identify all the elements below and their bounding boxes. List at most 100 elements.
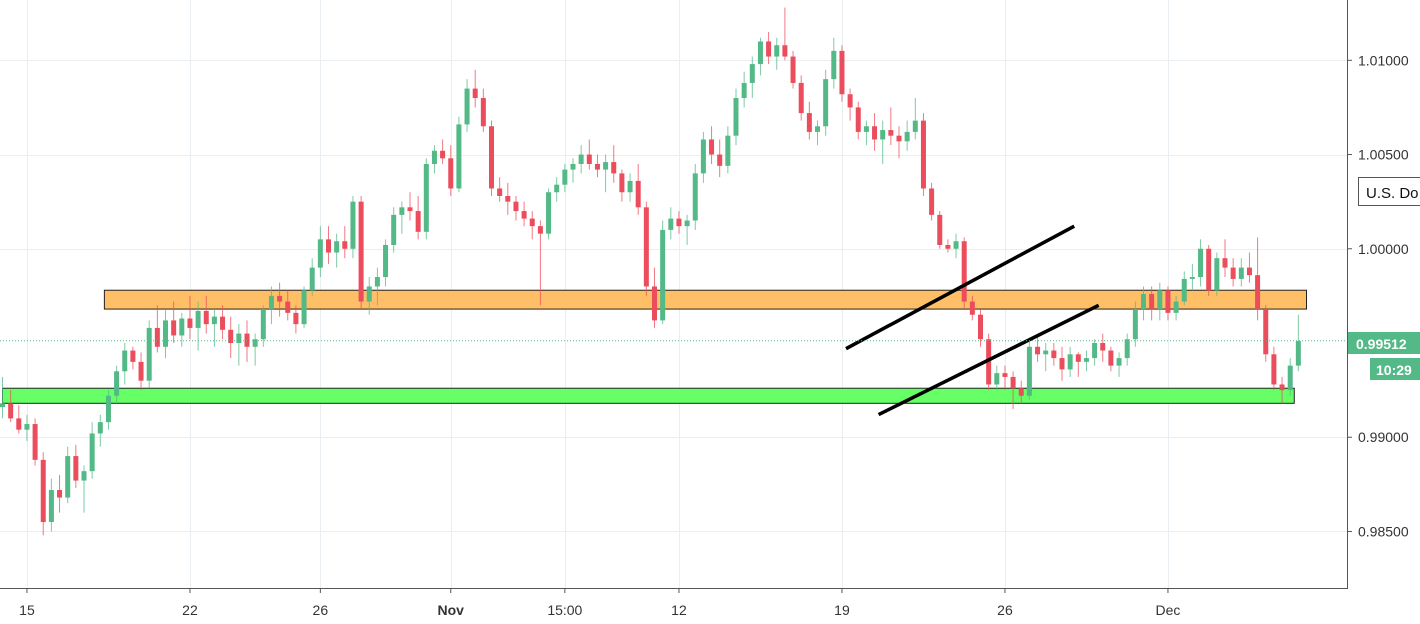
candle	[285, 290, 291, 321]
time-tick-label: 19	[834, 602, 850, 618]
candle	[32, 418, 38, 466]
candle	[1206, 245, 1212, 296]
candle	[725, 126, 731, 174]
candle-body	[537, 226, 543, 234]
candle	[171, 301, 177, 343]
candle	[252, 333, 258, 366]
candle-body	[293, 312, 299, 325]
candle-body	[521, 211, 527, 219]
zone-support	[2, 387, 1295, 404]
candle	[423, 158, 429, 240]
channel-line	[845, 224, 1076, 351]
candle	[815, 120, 820, 146]
candle-body	[374, 277, 380, 287]
candle	[399, 201, 405, 234]
time-tick-label: 26	[997, 602, 1013, 618]
symbol-label-box[interactable]: U.S. Do	[1358, 177, 1420, 206]
candle-body	[904, 131, 910, 142]
candle	[260, 305, 266, 347]
candle	[130, 346, 136, 370]
candle	[880, 120, 886, 164]
candle-body	[464, 88, 470, 125]
candle	[961, 237, 967, 310]
candle	[89, 422, 95, 479]
candle	[1214, 252, 1220, 296]
candle	[717, 139, 723, 178]
candle	[823, 69, 829, 136]
candle	[668, 207, 674, 240]
candle-body	[122, 350, 128, 372]
candle	[187, 295, 193, 340]
candle	[603, 154, 609, 193]
candle	[1287, 358, 1293, 396]
candle	[277, 282, 283, 317]
candle-body	[1010, 376, 1016, 389]
candle-body	[268, 295, 274, 310]
candle	[57, 474, 63, 513]
candle-body	[643, 207, 649, 287]
candle	[586, 139, 592, 170]
price-zones	[2, 289, 1307, 404]
candle	[48, 478, 54, 532]
candle	[660, 220, 666, 325]
candle	[334, 233, 340, 268]
candle	[1279, 376, 1285, 404]
candle-body	[1083, 358, 1089, 362]
current-price-label: 0.99512	[1356, 336, 1407, 352]
candle	[1238, 258, 1244, 287]
candle-body	[896, 135, 902, 142]
candle-body	[1238, 267, 1244, 279]
candle	[163, 309, 168, 359]
current-price-badge: 0.99512 10:29	[1348, 332, 1420, 380]
candle-body	[448, 158, 454, 189]
candle-body	[831, 50, 837, 80]
channel-line	[877, 303, 1100, 417]
candle	[65, 446, 71, 504]
candle-body	[350, 201, 356, 249]
candle-body	[472, 88, 478, 98]
candle-body	[195, 310, 201, 328]
candle-body	[798, 82, 804, 114]
candle	[978, 309, 983, 347]
candle-body	[1198, 248, 1204, 278]
candle-body	[48, 490, 54, 523]
channel-lines	[845, 224, 1100, 417]
candle	[1198, 239, 1204, 287]
current-price-badge-bg	[1348, 332, 1420, 354]
candle	[790, 50, 796, 89]
candle-body	[790, 56, 796, 83]
candle	[888, 107, 894, 146]
candle	[195, 301, 201, 351]
time-tick-label: 15	[19, 602, 35, 618]
candle-body	[880, 130, 886, 140]
candle-body	[236, 333, 242, 343]
time-tick-label: 12	[671, 602, 687, 618]
candle	[1255, 237, 1261, 321]
candle	[994, 365, 1000, 391]
candle	[1002, 365, 1008, 391]
candle-body	[220, 316, 226, 330]
candle	[391, 207, 397, 253]
candle	[562, 163, 568, 193]
candle	[847, 88, 853, 121]
candle	[782, 7, 788, 61]
candle-body	[937, 214, 943, 245]
candle	[1043, 343, 1049, 372]
candle-body	[969, 301, 975, 315]
candle	[1051, 343, 1057, 366]
candle	[1157, 282, 1163, 321]
candle	[904, 120, 910, 151]
candle-body	[1279, 384, 1285, 391]
candle-body	[847, 94, 853, 108]
candle-body	[187, 318, 193, 328]
candle	[138, 352, 144, 391]
candle-body	[603, 162, 609, 170]
candle-body	[570, 163, 576, 170]
candle	[643, 201, 649, 296]
candle-body	[1214, 258, 1220, 291]
candle-body	[24, 424, 30, 430]
candle	[684, 214, 690, 245]
candle	[358, 196, 364, 310]
candle-body	[1246, 267, 1252, 276]
